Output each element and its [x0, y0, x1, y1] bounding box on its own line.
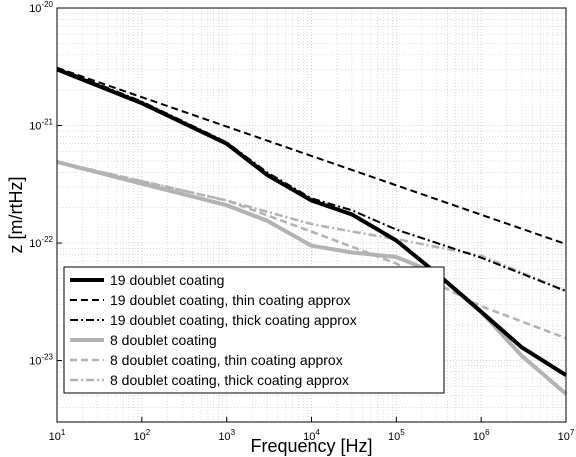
x-tick-label: 104: [303, 428, 320, 443]
x-tick-base: 10: [49, 431, 61, 443]
x-tick-base: 10: [303, 431, 315, 443]
y-tick-label: 10-20: [29, 0, 53, 15]
x-tick-base: 10: [133, 431, 145, 443]
y-axis-label: z [m/rtHz]: [6, 177, 26, 254]
x-tick-label: 105: [388, 428, 405, 443]
x-tick-exponent: 6: [485, 428, 490, 437]
legend-label: 19 doublet coating, thin coating approx: [110, 292, 351, 308]
y-tick-exponent: -20: [41, 0, 53, 9]
legend-label: 8 doublet coating, thin coating approx: [110, 352, 343, 368]
y-tick-exponent: -21: [41, 118, 53, 127]
series-layer: [56, 66, 568, 396]
x-tick-base: 10: [218, 431, 230, 443]
x-tick-base: 10: [473, 431, 485, 443]
y-tick-exponent: -23: [41, 353, 53, 362]
x-tick-label: 107: [558, 428, 575, 443]
legend-label: 8 doublet coating: [110, 332, 217, 348]
series-line-2: [56, 66, 567, 246]
y-tick-label: 10-22: [29, 235, 53, 250]
x-tick-label: 106: [473, 428, 490, 443]
legend-label: 8 doublet coating, thick coating approx: [110, 372, 349, 388]
x-tick-label: 103: [218, 428, 235, 443]
x-tick-exponent: 4: [315, 428, 320, 437]
x-tick-exponent: 7: [570, 428, 575, 437]
x-tick-exponent: 3: [231, 428, 236, 437]
x-tick-label: 101: [49, 428, 66, 443]
legend-box: [63, 266, 445, 394]
legend: 19 doublet coating 19 doublet coating, th…: [63, 266, 445, 394]
legend-label: 19 doublet coating, thick coating approx: [110, 312, 357, 328]
x-axis-label: Frequency [Hz]: [250, 436, 372, 456]
y-tick-base: 10: [29, 121, 41, 133]
x-tick-exponent: 1: [61, 428, 66, 437]
plot-frame: [56, 7, 567, 423]
x-tick-base: 10: [558, 431, 570, 443]
x-tick-exponent: 5: [400, 428, 405, 437]
y-tick-base: 10: [29, 238, 41, 250]
legend-label: 19 doublet coating: [110, 272, 224, 288]
series-line-3: [56, 66, 567, 293]
series-line-4: [56, 159, 568, 396]
series-line-6: [56, 160, 567, 293]
x-tick-base: 10: [388, 431, 400, 443]
series-line-1: [56, 67, 568, 377]
axis-ticks: 101 102 103 104 105 106 10710-2010-2110-2210-2…: [29, 0, 575, 443]
y-tick-label: 10-21: [29, 118, 53, 133]
y-tick-label: 10-23: [29, 353, 53, 368]
x-tick-label: 102: [133, 428, 150, 443]
y-tick-base: 10: [29, 3, 41, 15]
y-tick-base: 10: [29, 356, 41, 368]
y-tick-exponent: -22: [41, 235, 53, 244]
x-tick-exponent: 2: [146, 428, 151, 437]
